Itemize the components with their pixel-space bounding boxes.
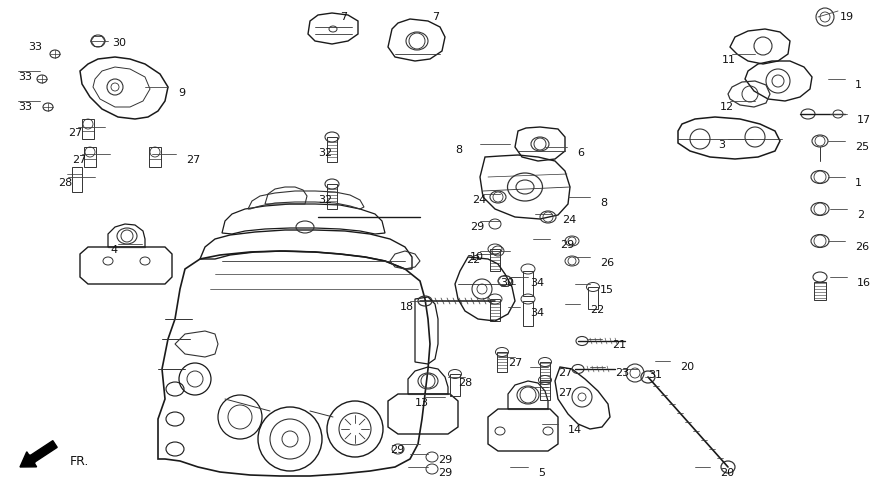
Text: 1: 1 [855, 178, 862, 188]
Text: 28: 28 [58, 178, 73, 188]
Text: 6: 6 [577, 148, 584, 158]
Bar [497, 352, 507, 372]
FancyArrow shape [20, 441, 58, 467]
Text: 24: 24 [472, 195, 486, 205]
Text: 22: 22 [590, 304, 604, 314]
Text: 31: 31 [648, 369, 662, 379]
Text: 26: 26 [600, 257, 614, 268]
Text: 34: 34 [530, 277, 544, 287]
Bar [588, 287, 598, 309]
Text: 16: 16 [857, 277, 871, 287]
Text: 9: 9 [178, 88, 185, 98]
Bar [523, 302, 533, 326]
Text: 24: 24 [562, 214, 576, 225]
Bar [84, 148, 96, 167]
Text: 21: 21 [612, 339, 626, 349]
Text: 17: 17 [857, 115, 871, 125]
Text: 27: 27 [508, 357, 522, 367]
Text: 28: 28 [458, 377, 472, 387]
Text: 27: 27 [558, 387, 572, 397]
Text: 20: 20 [720, 467, 734, 477]
Text: 18: 18 [400, 302, 414, 311]
Text: 2: 2 [857, 210, 864, 220]
Text: 29: 29 [470, 222, 485, 231]
Text: 29: 29 [560, 240, 574, 249]
Text: 3: 3 [718, 140, 725, 150]
Bar [327, 138, 337, 163]
Text: 12: 12 [720, 102, 734, 112]
Text: 7: 7 [432, 12, 439, 22]
Text: 13: 13 [415, 397, 429, 407]
Bar [540, 362, 550, 382]
Text: 26: 26 [855, 242, 869, 252]
Text: 30: 30 [500, 277, 514, 287]
Text: 11: 11 [722, 55, 736, 65]
Text: 32: 32 [318, 148, 332, 158]
Bar [540, 380, 550, 400]
Text: 29: 29 [438, 467, 452, 477]
Text: 7: 7 [340, 12, 347, 22]
Text: 29: 29 [390, 444, 404, 454]
Text: 27: 27 [72, 155, 86, 165]
Text: 27: 27 [186, 155, 200, 165]
Text: 1: 1 [855, 80, 862, 90]
Text: 20: 20 [680, 361, 694, 371]
Text: 25: 25 [855, 142, 869, 151]
Text: 27: 27 [68, 128, 82, 138]
Text: 29: 29 [438, 454, 452, 464]
Text: 33: 33 [18, 102, 32, 112]
Bar [490, 249, 500, 272]
Bar [523, 272, 533, 296]
Text: 22: 22 [466, 255, 480, 264]
Text: 8: 8 [455, 145, 462, 155]
Text: 10: 10 [470, 252, 484, 261]
Bar [490, 300, 500, 321]
Text: 34: 34 [530, 307, 544, 318]
Text: 33: 33 [28, 42, 42, 52]
Text: 32: 32 [318, 195, 332, 205]
Text: 4: 4 [110, 244, 117, 255]
Bar [72, 167, 82, 193]
Bar [149, 148, 161, 167]
Text: FR.: FR. [70, 454, 89, 467]
Bar [450, 374, 460, 396]
Text: 33: 33 [18, 72, 32, 82]
Text: 19: 19 [840, 12, 854, 22]
Text: 27: 27 [558, 367, 572, 377]
Text: 5: 5 [538, 467, 545, 477]
Bar [82, 120, 94, 140]
Text: 30: 30 [112, 38, 126, 48]
Bar [327, 184, 337, 210]
Text: 14: 14 [568, 424, 582, 434]
Bar [814, 283, 826, 301]
Text: 23: 23 [615, 367, 629, 377]
Text: 8: 8 [600, 197, 607, 208]
Text: 15: 15 [600, 285, 614, 294]
